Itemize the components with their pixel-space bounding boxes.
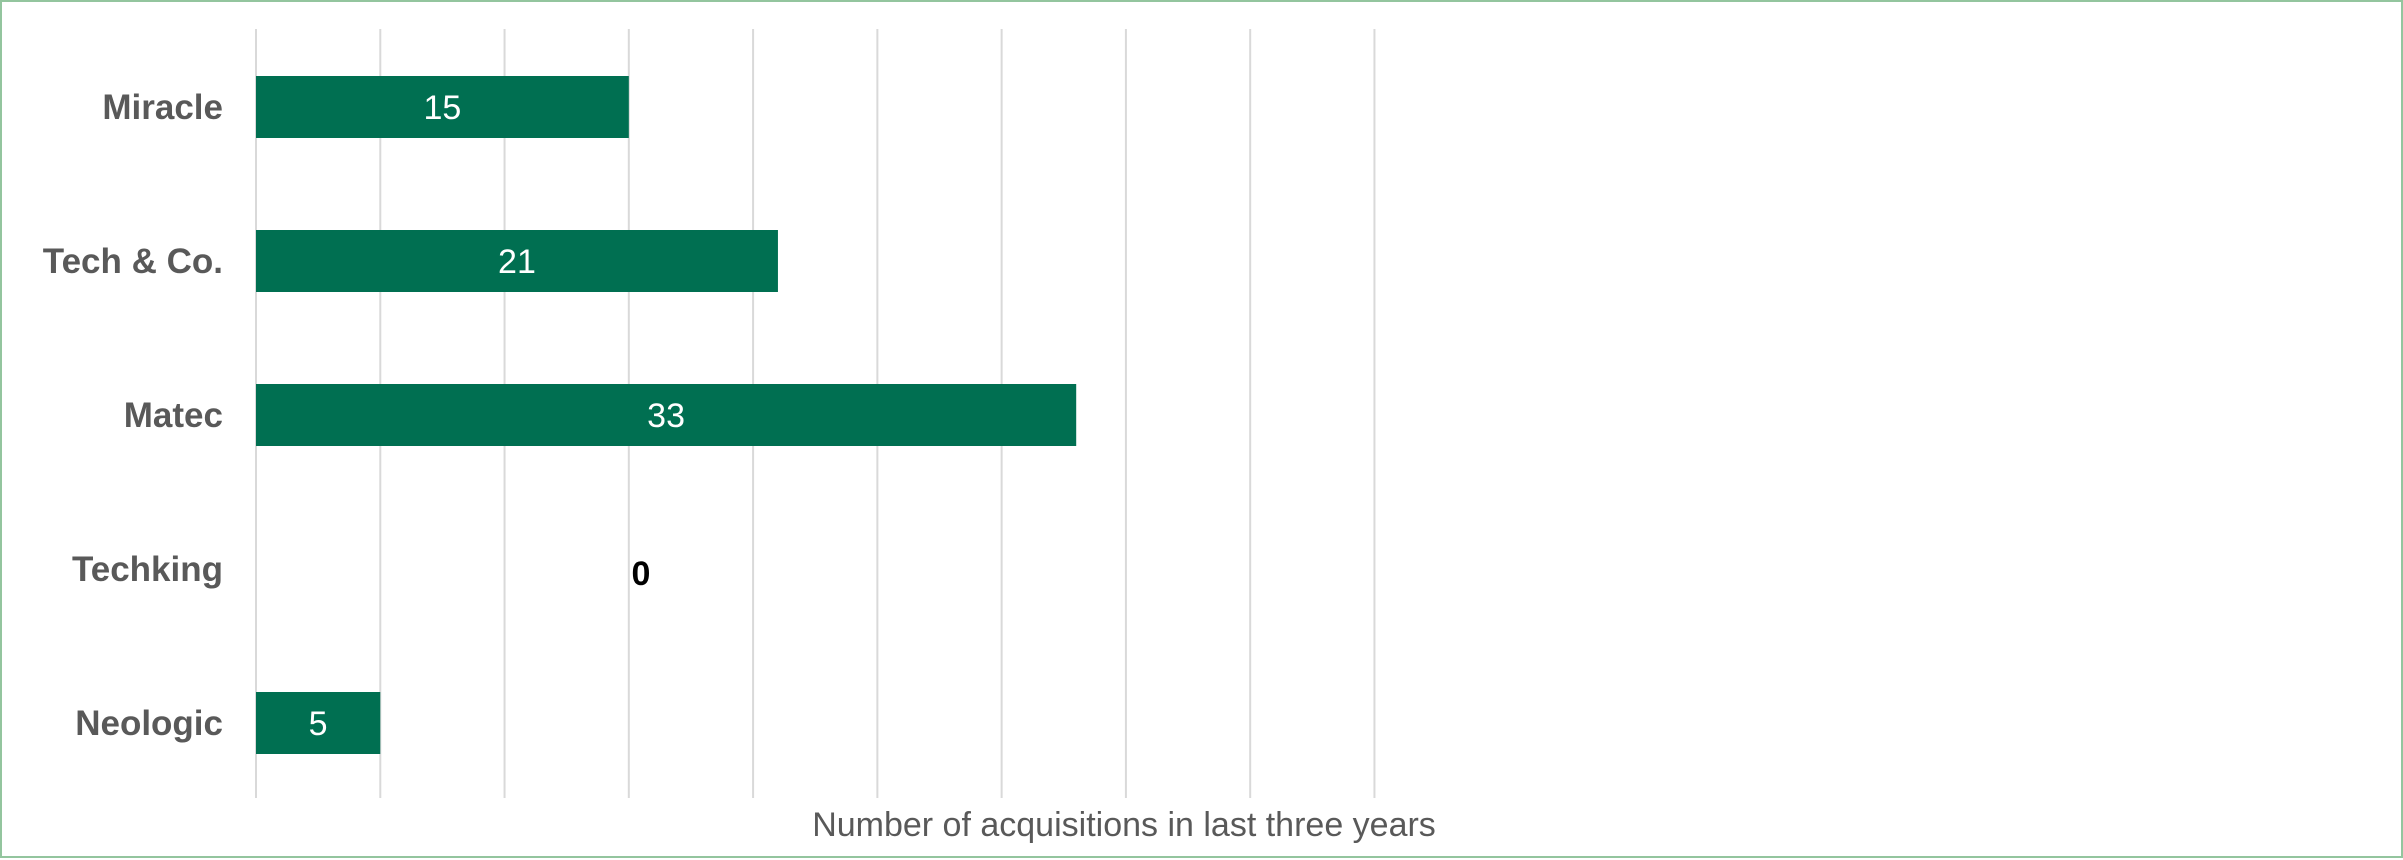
data-label-miracle: 15	[423, 89, 461, 127]
category-labels: Miracle Tech & Co. Matec Techking Neologic	[43, 88, 223, 743]
data-label-neologic: 5	[309, 705, 328, 743]
category-label-matec: Matec	[124, 396, 223, 435]
bar-tech-co	[256, 230, 778, 292]
category-label-miracle: Miracle	[102, 88, 223, 127]
bar-value-labels: 15 21 33 0 5	[309, 89, 685, 743]
data-label-tech-co: 21	[498, 243, 536, 281]
x-axis-title: Number of acquisitions in last three yea…	[812, 806, 1436, 844]
data-label-matec: 33	[647, 397, 685, 435]
category-label-tech-co: Tech & Co.	[43, 242, 223, 281]
category-label-techking: Techking	[72, 550, 223, 589]
bar-miracle	[256, 76, 629, 138]
bars	[256, 76, 1077, 754]
bar-matec	[256, 384, 1077, 446]
data-label-techking: 0	[632, 555, 651, 593]
bar-neologic	[256, 692, 381, 754]
category-label-neologic: Neologic	[75, 704, 223, 743]
